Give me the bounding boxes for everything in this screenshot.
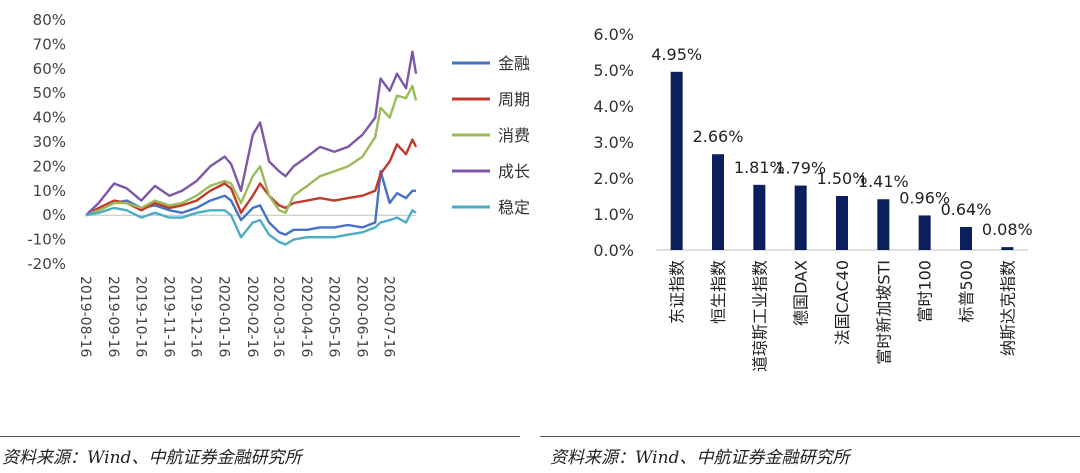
- bar-5: [877, 199, 890, 250]
- data-label: 1.50%: [817, 169, 868, 188]
- data-label: 1.41%: [858, 172, 909, 191]
- right-bar-chart: 6.0% 5.0% 4.0% 3.0% 2.0% 1.0% 0.0% 4.95% 东证指数 2.6…: [560, 0, 1080, 430]
- category-label: 德国DAX: [792, 260, 811, 326]
- bar-0: [670, 71, 683, 250]
- y-tick-label: -10%: [27, 231, 66, 249]
- y-tick-label: 6.0%: [593, 25, 634, 44]
- x-tick-label: 2020-03-16: [270, 276, 286, 357]
- y-tick-label: 20%: [33, 157, 66, 175]
- x-tick-label: 2020-02-16: [244, 276, 260, 357]
- y-tick-label: 0.0%: [593, 241, 634, 260]
- y-tick-label: 0%: [42, 206, 66, 224]
- y-tick-label: 60%: [33, 60, 66, 78]
- y-tick-label: 80%: [33, 11, 66, 29]
- bar-3: [794, 185, 807, 250]
- series-line-2: [85, 84, 418, 217]
- bar-8: [1001, 247, 1014, 250]
- y-tick-label: 5.0%: [593, 61, 634, 80]
- legend-label: 消费: [498, 126, 530, 145]
- bar-4: [836, 196, 848, 250]
- bar-2: [753, 184, 766, 250]
- x-tick-label: 2019-12-16: [188, 276, 204, 357]
- legend-label: 成长: [498, 162, 530, 181]
- category-label: 恒生指数: [709, 260, 728, 324]
- source-divider-left: [0, 436, 520, 437]
- data-label: 0.64%: [941, 200, 992, 219]
- y-tick-label: 4.0%: [593, 97, 634, 116]
- category-label: 道琼斯工业指数: [750, 260, 769, 372]
- left-line-chart: 80% 70% 60% 50% 40% 30% 20% 10% 0% -10% -20% 2019-0…: [0, 0, 560, 430]
- x-tick-label: 2020-06-16: [354, 276, 370, 357]
- line-chart-svg: 80% 70% 60% 50% 40% 30% 20% 10% 0% -10% -20% 2019-0…: [27, 11, 530, 357]
- series-line-4: [85, 206, 417, 246]
- category-label: 标普500: [957, 260, 976, 323]
- data-label: 0.96%: [899, 188, 950, 207]
- category-label: 富时新加坡STI: [874, 260, 893, 365]
- data-label: 1.81%: [734, 158, 785, 177]
- source-divider-right: [540, 436, 1080, 437]
- y-tick-label: 10%: [33, 182, 66, 200]
- series-line-3: [85, 50, 418, 217]
- x-tick-label: 2020-05-16: [325, 276, 341, 357]
- data-label: 0.08%: [982, 220, 1033, 239]
- legend-label: 稳定: [498, 198, 530, 217]
- category-label: 纳斯达克指数: [998, 260, 1017, 356]
- y-tick-label: 40%: [33, 109, 66, 127]
- x-tick-label: 2020-04-16: [298, 276, 314, 357]
- y-tick-label: 50%: [33, 84, 66, 102]
- bar-chart-svg: 6.0% 5.0% 4.0% 3.0% 2.0% 1.0% 0.0% 4.95% 东证指数 2.6…: [593, 25, 1033, 372]
- legend-label: 金融: [498, 54, 530, 73]
- x-tick-label: 2019-09-16: [105, 276, 121, 357]
- category-label: 东证指数: [668, 260, 687, 324]
- x-tick-label: 2020-01-16: [216, 276, 232, 357]
- y-tick-label: 1.0%: [593, 205, 634, 224]
- data-label: 2.66%: [693, 127, 744, 146]
- category-label: 法国CAC40: [833, 260, 852, 345]
- bar-7: [960, 226, 972, 250]
- y-tick-label: 3.0%: [593, 133, 634, 152]
- legend-label: 周期: [498, 90, 530, 109]
- y-tick-label: 30%: [33, 133, 66, 151]
- x-tick-label: 2019-11-16: [160, 276, 176, 357]
- series-line-0: [85, 170, 416, 236]
- y-tick-label: 2.0%: [593, 169, 634, 188]
- bar-6: [918, 215, 931, 250]
- y-tick-label: 70%: [33, 35, 66, 53]
- source-note-right: 资料来源：Wind、中航证券金融研究所: [550, 448, 850, 468]
- x-tick-label: 2019-08-16: [77, 276, 93, 357]
- category-label: 富时100: [916, 260, 935, 323]
- data-label: 1.79%: [775, 159, 826, 178]
- x-tick-label: 2019-10-16: [132, 276, 148, 357]
- source-note-left: 资料来源：Wind、中航证券金融研究所: [2, 448, 302, 468]
- y-tick-label: -20%: [27, 255, 66, 273]
- x-tick-label: 2020-07-16: [381, 276, 397, 357]
- bar-1: [712, 154, 724, 250]
- data-label: 4.95%: [651, 45, 702, 64]
